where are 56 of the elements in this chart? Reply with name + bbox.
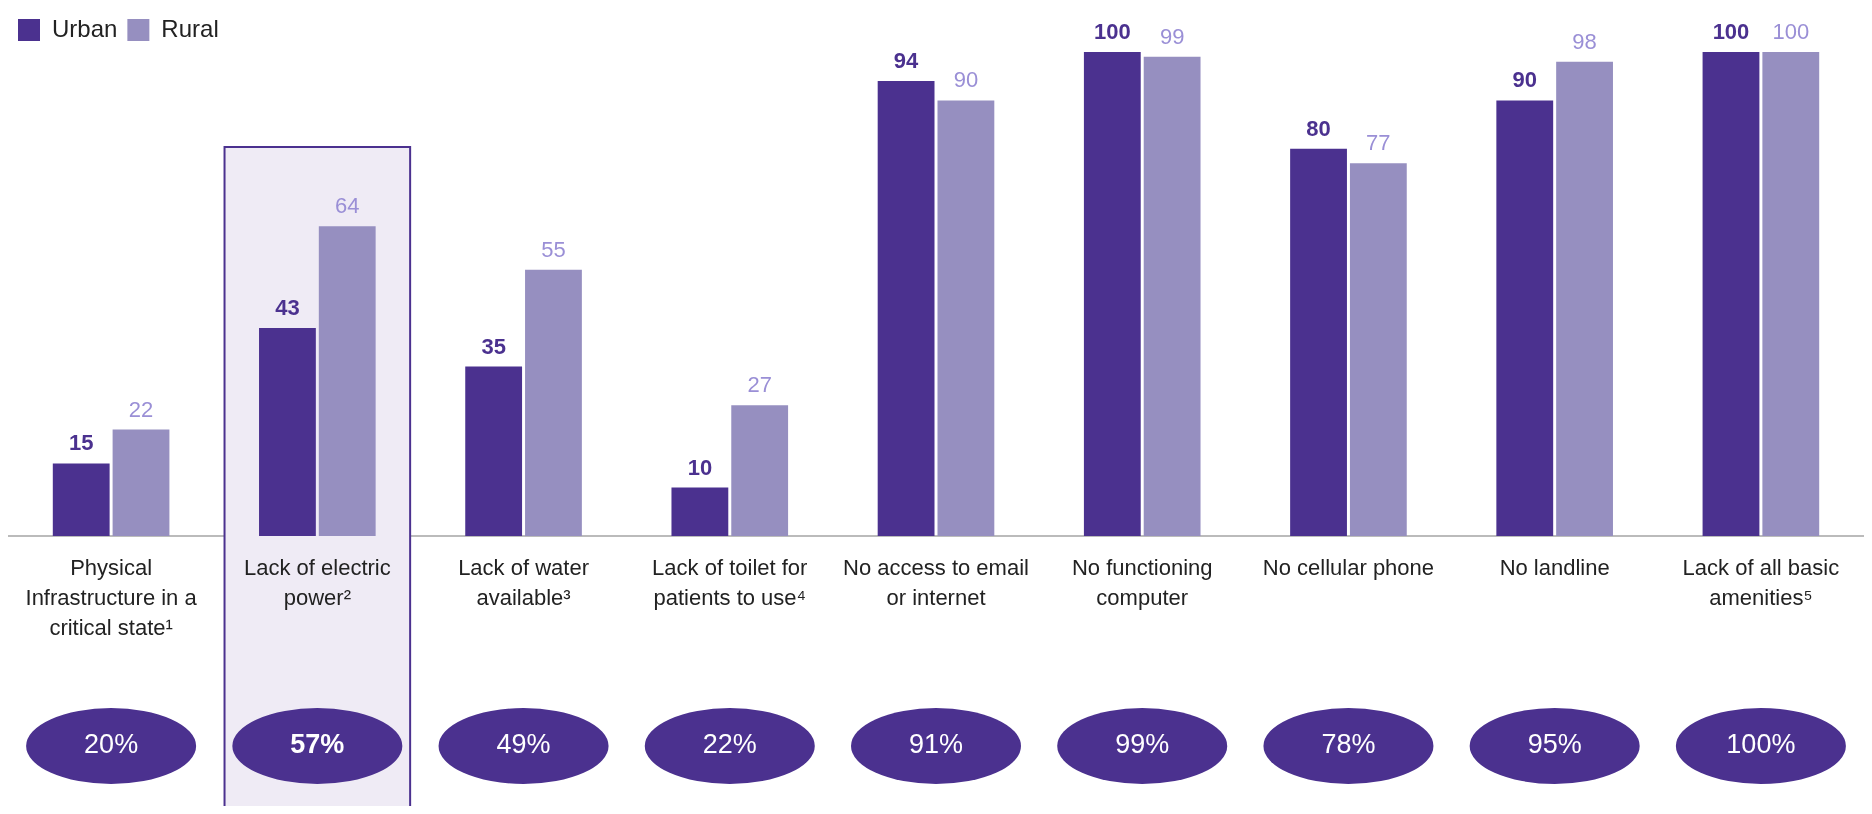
bar <box>1083 52 1141 536</box>
data-label: 43 <box>275 294 300 320</box>
bar <box>877 81 935 536</box>
bar <box>1290 148 1347 536</box>
data-label: 99 <box>1159 23 1185 49</box>
data-label: 77 <box>1366 130 1391 156</box>
x-tick-label: No landline <box>1499 555 1610 581</box>
data-label: 10 <box>687 454 713 480</box>
bar <box>731 405 789 536</box>
x-tick-label: No functioning computer <box>1071 555 1213 611</box>
text: 78% <box>1321 729 1376 760</box>
x-tick-label: Lack of water available³ <box>458 555 589 611</box>
x-tick-label: No access to email or internet <box>843 555 1029 611</box>
data-label: 90 <box>953 67 979 93</box>
data-label: 100 <box>1712 19 1750 45</box>
data-label: 64 <box>334 193 360 219</box>
data-label: 80 <box>1306 115 1331 141</box>
bar <box>259 327 316 536</box>
bar <box>937 100 995 536</box>
data-label: 90 <box>1512 67 1538 93</box>
data-label: 22 <box>128 396 154 422</box>
bar <box>465 366 523 536</box>
data-label: 27 <box>747 372 772 398</box>
text: 99% <box>1115 729 1170 760</box>
text: 91% <box>908 729 964 760</box>
data-label: 55 <box>541 236 566 262</box>
x-tick-label: Lack of all basic amenities⁵ <box>1682 555 1840 611</box>
bar <box>1556 61 1613 536</box>
data-label: 100 <box>1772 19 1810 45</box>
data-label: 35 <box>481 333 506 359</box>
legend-label: Rural <box>161 14 219 42</box>
bar <box>525 269 582 536</box>
text: 95% <box>1527 729 1582 760</box>
data-label: 100 <box>1093 19 1131 45</box>
legend-label: Urban <box>52 14 118 42</box>
bar <box>318 226 376 536</box>
bar <box>671 487 729 536</box>
text: 20% <box>84 729 139 760</box>
x-tick-label: Physical Infrastructure in a critical state¹ <box>25 555 198 641</box>
x-tick-label: Lack of electric power² <box>243 555 391 611</box>
data-label: 98 <box>1572 28 1597 54</box>
bar <box>1143 56 1201 536</box>
data-label: 94 <box>893 48 920 74</box>
bar <box>1496 100 1554 536</box>
bar <box>52 463 110 536</box>
x-tick-label: Lack of toilet for patients to use⁴ <box>652 555 808 611</box>
data-label: 15 <box>68 430 94 456</box>
text: 100% <box>1726 729 1796 760</box>
text: 57% <box>290 729 345 760</box>
bar <box>1702 52 1760 536</box>
bar <box>112 429 170 536</box>
bar <box>1762 52 1820 536</box>
x-tick-label: No cellular phone <box>1262 555 1435 581</box>
text: 49% <box>496 729 551 760</box>
bar <box>1349 163 1407 536</box>
text: 22% <box>702 729 757 760</box>
